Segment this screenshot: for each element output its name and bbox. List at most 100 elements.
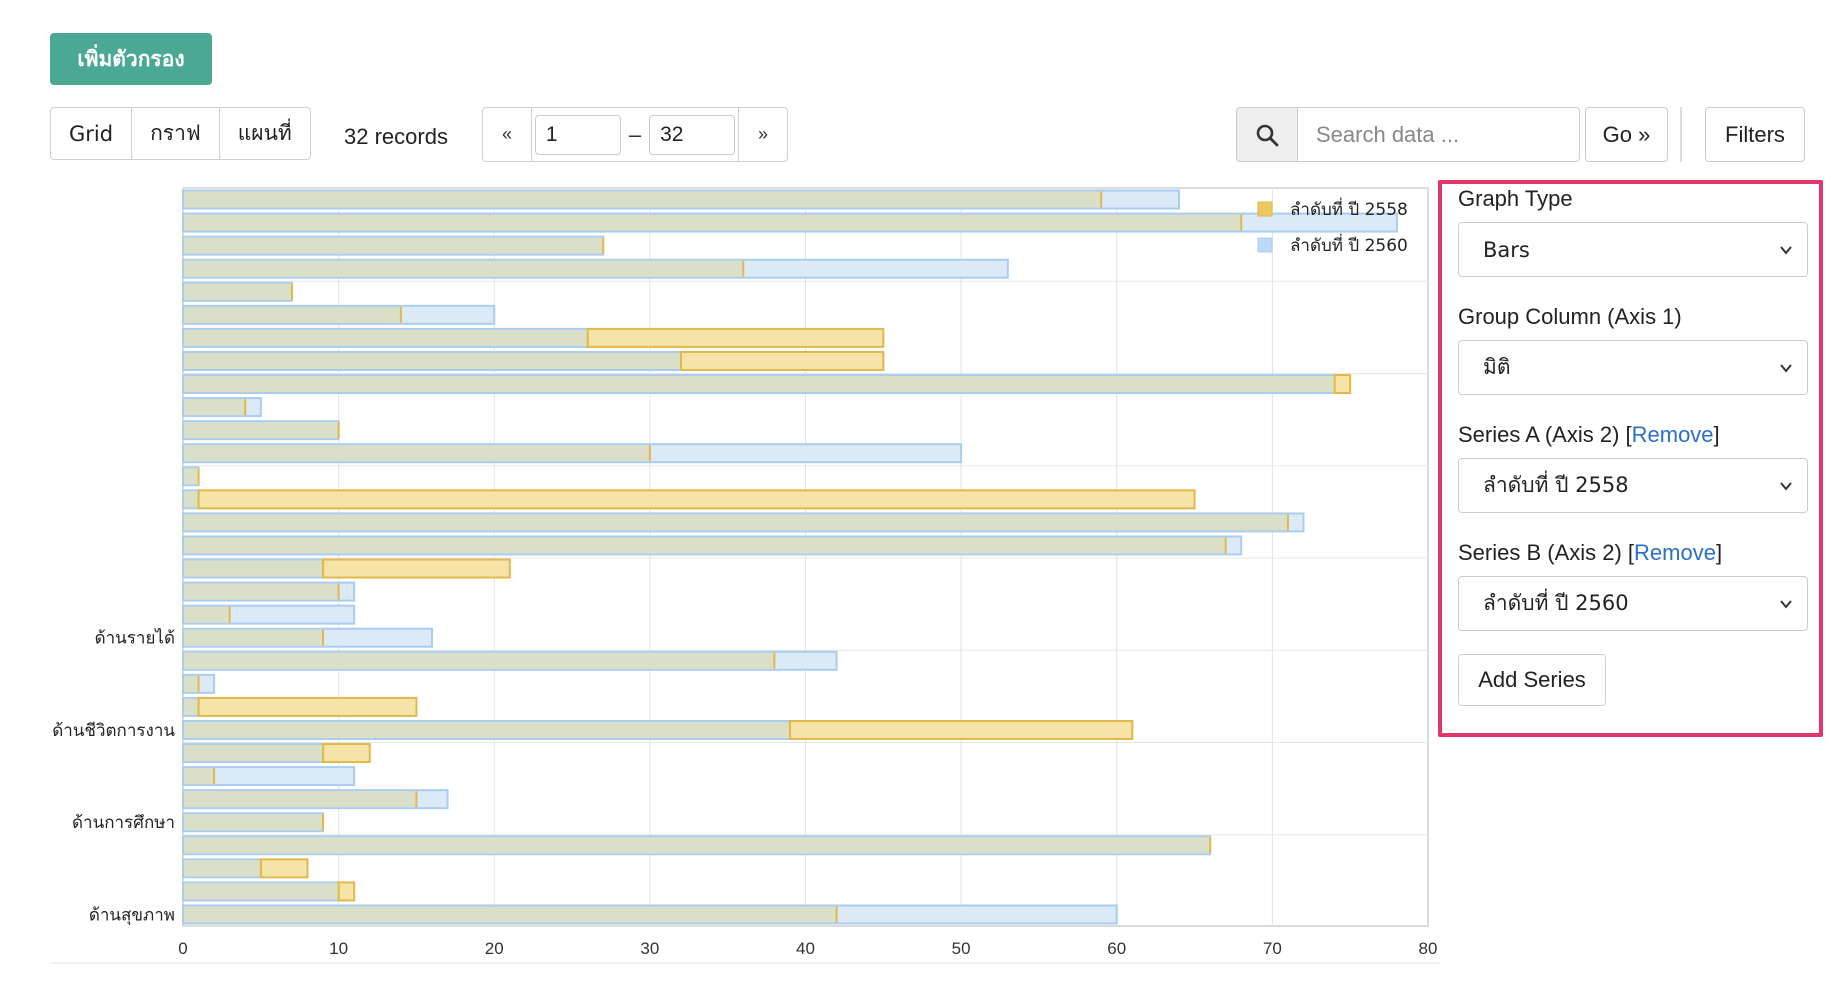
bar-series-a-extra: [197, 696, 418, 717]
bar-series-a: [184, 791, 417, 808]
bar-series-a: [184, 214, 1242, 231]
bar-series-a: [184, 745, 324, 762]
y-category-label: ด้านสุขภาพ: [89, 905, 175, 925]
bar-series-a: [184, 491, 199, 508]
view-graph-button[interactable]: กราฟ: [132, 107, 220, 160]
series-a-field: Series A (Axis 2) [Remove] ลำดับที่ ปี 2…: [1458, 422, 1808, 513]
legend-swatch-series-a: [1257, 201, 1273, 217]
series-b-label-close: ]: [1715, 540, 1723, 565]
x-tick-label: 60: [1107, 939, 1126, 958]
legend-swatch-series-b: [1257, 237, 1273, 253]
bar-series-a-extra: [197, 489, 1196, 510]
pager-dash: –: [628, 121, 642, 147]
chevron-down-icon: [1780, 599, 1792, 609]
bar-series-a: [184, 583, 339, 600]
bar-series-a: [184, 606, 230, 623]
series-b-remove-link[interactable]: Remove: [1634, 540, 1716, 565]
bar-series-a: [184, 860, 261, 877]
series-b-select[interactable]: ลำดับที่ ปี 2560: [1458, 576, 1808, 631]
bar-series-a: [184, 698, 199, 715]
bar-series-a: [184, 329, 588, 346]
bar-series-a: [184, 283, 292, 300]
bar-series-a-extra: [322, 743, 371, 764]
x-tick-label: 0: [178, 939, 187, 958]
graph-type-value: Bars: [1483, 237, 1530, 262]
bar-series-a-extra: [586, 327, 885, 348]
bar-series-a: [184, 814, 324, 831]
y-category-label: ด้านรายได้: [95, 628, 175, 649]
records-count: 32 records: [344, 124, 448, 149]
bar-series-a-extra: [259, 858, 309, 879]
bar-series-a-extra: [1333, 374, 1352, 395]
series-a-label: Series A (Axis 2) [Remove]: [1458, 422, 1808, 448]
chevron-down-icon: [1780, 245, 1792, 255]
bar-series-a: [184, 191, 1102, 208]
bar-series-a: [184, 399, 246, 416]
x-tick-label: 30: [640, 939, 659, 958]
series-b-value: ลำดับที่ ปี 2560: [1483, 591, 1629, 615]
bar-series-a: [184, 376, 1335, 393]
bar-series-a: [184, 352, 681, 369]
bar-series-a: [184, 514, 1288, 531]
bar-series-b: [182, 766, 356, 787]
bar-series-a: [184, 629, 324, 646]
series-b-field: Series B (Axis 2) [Remove] ลำดับที่ ปี 2…: [1458, 540, 1808, 631]
pager-to-input[interactable]: [649, 114, 736, 155]
pager: « – »: [482, 107, 788, 162]
view-grid-button[interactable]: Grid: [50, 107, 133, 160]
group-column-value: มิติ: [1483, 355, 1511, 379]
series-b-label-text: Series B (Axis 2) [: [1458, 540, 1635, 565]
legend-label-series-a: ลำดับที่ ปี 2558: [1290, 197, 1408, 220]
search-input[interactable]: [1298, 107, 1580, 162]
pager-from-input[interactable]: [534, 114, 621, 155]
bar-series-a: [184, 422, 339, 439]
bar-series-a: [184, 768, 215, 785]
x-tick-label: 80: [1419, 939, 1438, 958]
x-tick-label: 50: [952, 939, 971, 958]
pager-range: –: [532, 107, 738, 162]
legend-label-series-b: ลำดับที่ ปี 2560: [1290, 233, 1408, 256]
bar-series-a: [184, 652, 775, 669]
add-filter-button[interactable]: เพิ่มตัวกรอง: [50, 33, 212, 85]
chevron-down-icon: [1780, 363, 1792, 373]
bar-series-a: [184, 237, 604, 254]
view-switcher: Grid กราฟ แผนที่: [50, 107, 311, 160]
bar-series-a: [184, 306, 401, 323]
graph-type-select[interactable]: Bars: [1458, 222, 1808, 277]
bar-series-a-extra: [680, 350, 885, 371]
bar-series-a: [184, 675, 199, 692]
bar-series-a: [184, 721, 790, 738]
series-a-remove-link[interactable]: Remove: [1631, 422, 1714, 447]
bar-series-a: [184, 906, 837, 923]
x-tick-label: 20: [485, 939, 504, 958]
bar-series-a: [184, 883, 339, 900]
series-a-value: ลำดับที่ ปี 2558: [1483, 473, 1629, 497]
add-series-button[interactable]: Add Series: [1458, 654, 1606, 706]
search-icon[interactable]: [1236, 107, 1298, 162]
y-category-label: ด้านชีวิตการงาน: [52, 721, 175, 741]
search-group: [1236, 107, 1580, 162]
bar-series-a: [184, 560, 324, 577]
bar-series-a: [184, 537, 1226, 554]
group-column-select[interactable]: มิติ: [1458, 340, 1808, 395]
series-b-label: Series B (Axis 2) [Remove]: [1458, 540, 1808, 566]
filters-button[interactable]: Filters: [1705, 107, 1805, 162]
x-tick-label: 70: [1263, 939, 1282, 958]
series-a-select[interactable]: ลำดับที่ ปี 2558: [1458, 458, 1808, 513]
series-a-label-text: Series A (Axis 2) [: [1458, 422, 1632, 447]
group-column-label: Group Column (Axis 1): [1458, 304, 1682, 329]
x-tick-label: 40: [796, 939, 815, 958]
toolbar-divider: [1680, 107, 1682, 162]
bar-series-a: [184, 837, 1211, 854]
pager-next-button[interactable]: »: [738, 107, 788, 162]
graph-type-label: Graph Type: [1458, 186, 1573, 211]
bar-series-a-extra: [788, 719, 1134, 740]
group-column-field: Group Column (Axis 1) มิติ: [1458, 304, 1808, 395]
view-map-button[interactable]: แผนที่: [219, 107, 311, 160]
bar-chart: 0 10 20 30 40 50 60 70 80 ด้านรายได้ด้านชีวิตการง…: [52, 187, 1438, 958]
go-button[interactable]: Go »: [1585, 107, 1668, 162]
x-tick-label: 10: [329, 939, 348, 958]
pager-prev-button[interactable]: «: [482, 107, 532, 162]
series-a-label-close: ]: [1713, 422, 1720, 447]
